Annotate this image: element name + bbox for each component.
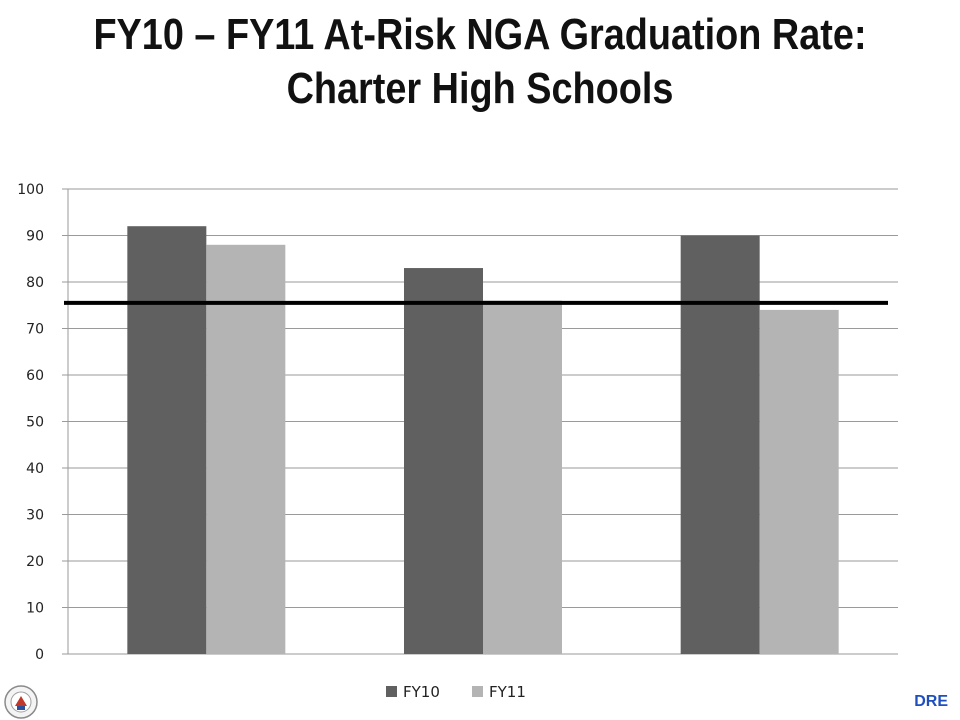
y-tick-label: 50: [26, 415, 44, 431]
chart-title: FY10 – FY11 At-Risk NGA Graduation Rate:…: [67, 8, 893, 116]
school-district-seal-icon: [4, 685, 38, 719]
bar-fy10: [127, 226, 207, 654]
y-tick-label: 0: [35, 647, 44, 663]
y-tick-label: 30: [26, 508, 44, 524]
y-tick-label: 60: [26, 368, 44, 384]
bar-fy11: [483, 300, 562, 654]
y-tick-label: 90: [26, 229, 44, 245]
y-tick-label: 20: [26, 554, 44, 570]
y-tick-label: 10: [26, 601, 44, 617]
y-tick-label: 40: [26, 461, 44, 477]
bars: [127, 226, 839, 655]
bar-fy10: [404, 268, 483, 654]
y-tick-label: 100: [17, 182, 44, 198]
footer-mark: DRE: [914, 693, 948, 710]
bar-fy11: [759, 309, 839, 654]
chart-title-line-2: Charter High Schools: [286, 64, 674, 113]
legend: FY10 FY11: [386, 683, 526, 701]
chart-title-line-1: FY10 – FY11 At-Risk NGA Graduation Rate:: [93, 10, 867, 59]
legend-label-fy10: FY10: [403, 683, 440, 701]
bar-fy10: [680, 235, 760, 654]
y-axis: 0 10 20 30 40 50 60 70 80 90 100: [17, 182, 69, 663]
y-tick-label: 80: [26, 275, 44, 291]
bar-fy11: [206, 244, 286, 655]
y-tick-label: 70: [26, 322, 44, 338]
legend-swatch-fy10: [386, 686, 397, 697]
legend-label-fy11: FY11: [489, 683, 526, 701]
legend-swatch-fy11: [472, 686, 483, 697]
